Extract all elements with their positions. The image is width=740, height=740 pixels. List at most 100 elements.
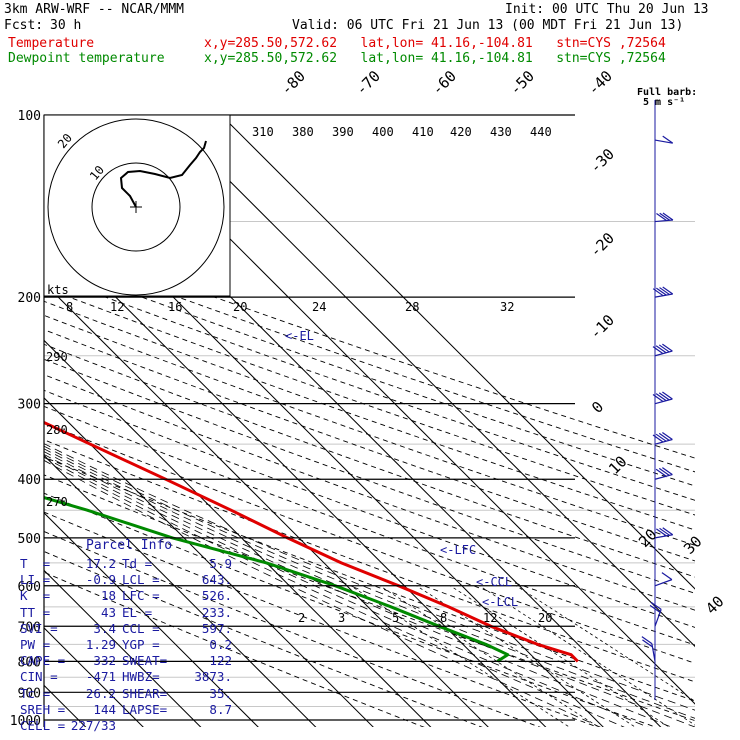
parcel-info-title: Parcel Info (86, 538, 173, 553)
dewpoint-legend: Dewpoint temperature (8, 51, 165, 66)
wind-barb-flag (662, 212, 674, 221)
parcel-info-value: 8.7 (209, 701, 232, 717)
wind-barb-flag (662, 391, 673, 400)
parcel-info-key: PW = (20, 636, 51, 652)
parcel-info-row: K = 18 LFC = 526. (20, 588, 234, 604)
parcel-info-value: 233. (201, 604, 232, 620)
isotherm-line (44, 627, 144, 727)
parcel-info-key: Td = (122, 556, 153, 571)
wind-barb-shaft (654, 350, 673, 357)
moist-adiabat (44, 448, 695, 727)
mixing-ratio-label: 3 (338, 611, 345, 625)
parcel-info-value: -0.9 (85, 572, 116, 588)
dry-adiabat (44, 456, 695, 702)
wind-barb-flag (652, 394, 664, 403)
wind-barb (654, 527, 674, 539)
dewpoint-profile (44, 495, 510, 663)
dry-adiabat (44, 492, 657, 727)
parcel-info-value: 26.2 (85, 685, 116, 701)
theta-e-label: 28 (405, 300, 419, 314)
isotherm-line (163, 115, 695, 648)
wind-barb-flag (650, 601, 662, 610)
mixing-ratio-label: 12 (483, 611, 497, 625)
wind-barb-flag (662, 467, 673, 476)
dry-adiabat (44, 511, 599, 727)
pressure-tick-label: 1000 (10, 714, 41, 729)
dry-adiabat (44, 287, 695, 516)
parcel-info-value: 597. (201, 620, 232, 636)
wind-barb (652, 391, 673, 405)
fcst-hours: 30 h (50, 18, 82, 33)
parcel-info-row: SVI = 3.4 CCL = 597. (20, 621, 234, 637)
dry-adiabat (44, 273, 695, 501)
dry-adiabat (44, 571, 425, 727)
isotherm-label: 10 (605, 452, 631, 478)
parcel-info-row: CELL = 227/33 (20, 718, 234, 734)
theta-label: 440 (530, 125, 552, 139)
wind-barb-flag (655, 468, 667, 477)
theta-label: 390 (332, 125, 354, 139)
parcel-info-value: 1.29 (85, 636, 116, 652)
parcel-info-key: CCL = (122, 620, 160, 636)
parcel-info-value: 227/33 (70, 717, 116, 733)
full-barb-value: 5 m s⁻¹ (643, 97, 685, 108)
wind-barb-flag (658, 392, 670, 401)
parcel-info-value: -471 (85, 669, 116, 685)
wind-barb-flag (662, 432, 673, 440)
isotherm-label: -70 (352, 67, 384, 99)
dry-adiabat (44, 374, 695, 611)
theta-label: 420 (450, 125, 472, 139)
wind-barb (654, 572, 673, 587)
wind-barb-flag (652, 288, 664, 297)
parcel-info-row: T = 17.2 Td = 5.9 (20, 556, 234, 572)
pressure-tick-label: 900 (18, 686, 41, 701)
wind-barb-flag (662, 343, 673, 352)
parcel-info-key: CELL = (20, 717, 66, 733)
mixing-ratio-label: 8 (440, 611, 447, 625)
wind-barb (652, 286, 674, 298)
isotherm-label: 30 (680, 532, 706, 558)
theta-e-label: 8 (66, 300, 73, 314)
theta-label: 380 (292, 125, 314, 139)
pressure-tick-label: 700 (18, 620, 41, 635)
parcel-info-key: SVI = (20, 620, 58, 636)
parcel-info-value: 332 (93, 653, 116, 669)
dry-adiabat (44, 329, 695, 562)
isotherm-line (44, 397, 374, 727)
wind-barb-flag (655, 345, 667, 354)
parcel-info-row: Tc = 26.2 SHEAR= 35. (20, 686, 234, 702)
ccl-annotation: <-CCL (476, 575, 512, 589)
el-annotation: <-EL (285, 329, 314, 343)
parcel-info-value: 122 (209, 653, 232, 669)
parcel-info-key: T = (20, 556, 51, 571)
parcel-info-value: 3.4 (93, 620, 116, 636)
isotherm-label: -10 (586, 311, 618, 343)
model-title: 3km ARW-WRF -- NCAR/MMM (4, 2, 185, 17)
mixing-ratio-line (350, 585, 571, 727)
chart-grid (44, 115, 695, 727)
theta-label: 290 (46, 350, 68, 364)
dry-adiabat (44, 439, 695, 683)
theta-e-label: 16 (168, 300, 182, 314)
wind-barb (641, 636, 656, 662)
parcel-info-key: LCL = (122, 572, 160, 588)
theta-e-label: 32 (500, 300, 514, 314)
parcel-info-value: 18 (100, 588, 116, 604)
wind-barb (654, 135, 674, 144)
wind-barb (652, 343, 673, 357)
wind-barb-shaft (654, 219, 673, 223)
mixing-ratio-label: 20 (538, 611, 552, 625)
wind-barb (654, 212, 674, 223)
isotherm-line (220, 115, 695, 590)
theta-label: 310 (252, 125, 274, 139)
parcel-info-panel: Parcel Info T = 17.2 Td = 5.9 LI = -0.9 LCL = 6… (20, 538, 234, 733)
moist-adiabat (44, 459, 601, 727)
parcel-info-key: EL = (122, 604, 153, 620)
theta-label: 400 (372, 125, 394, 139)
parcel-info-key: LFC = (122, 588, 160, 604)
parcel-info-row: PW = 1.29 YGP = 0.2 (20, 637, 234, 653)
wind-barb-shaft (654, 534, 673, 539)
isotherm-line (44, 282, 489, 727)
wind-barb-flag (652, 346, 664, 355)
fcst-label: Fcst: (4, 18, 44, 33)
